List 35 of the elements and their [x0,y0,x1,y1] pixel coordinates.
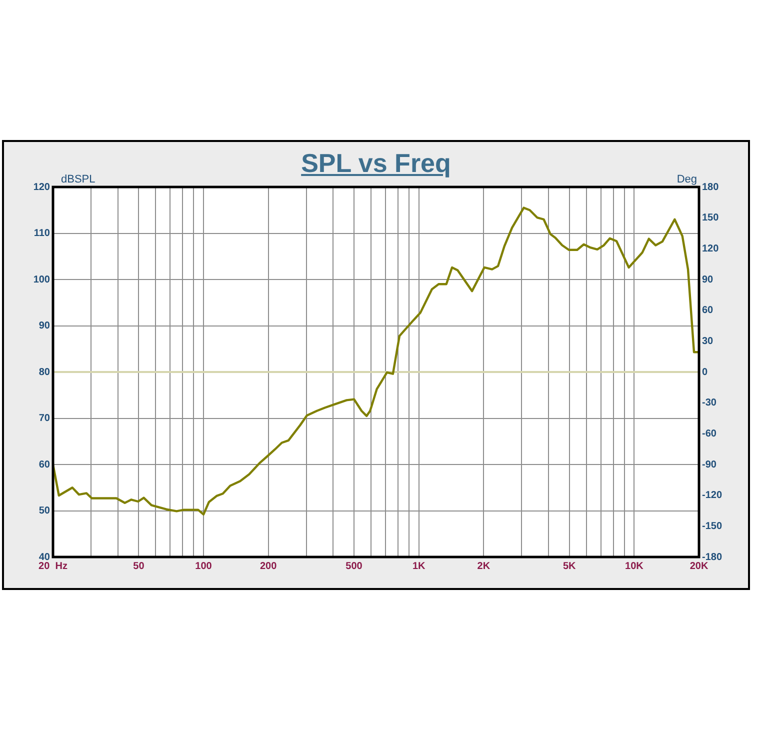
x-tick-label: 200 [260,560,278,572]
y2-tick-label: -150 [702,520,722,532]
y2-tick-label: -60 [702,428,717,440]
y2-tick-label: 150 [702,212,720,224]
y2-tick-label: -120 [702,490,722,502]
x-tick-label: 20K [690,560,709,572]
y2-tick-label: 180 [702,182,720,193]
chart-title: SPL vs Freq [301,148,451,178]
y2-tick-label: -180 [702,552,722,563]
x-tick-label: 2K [477,560,491,572]
y-tick-label: 80 [38,366,50,378]
y2-tick-label: 60 [702,305,714,316]
y2-tick-label: 90 [702,274,714,286]
y-tick-label: 110 [34,228,50,239]
y-axis-title: dBSPL [61,174,96,186]
y-tick-label: 50 [38,506,50,516]
x-tick-label: 10K [625,560,644,572]
y2-axis-title: Deg [676,174,697,186]
x-tick-label: 5K [562,560,577,572]
y-tick-label: 70 [38,413,50,424]
x-tick-label: 100 [195,560,212,572]
x-tick-label: 1K [412,560,426,572]
y2-tick-label: 120 [702,243,720,254]
x-tick-label: 20 Hz [38,560,68,572]
y-tick-label: 60 [38,459,50,470]
y-tick-label: 120 [33,182,50,193]
y-tick-label: 90 [38,320,50,332]
y2-tick-label: -30 [702,398,717,409]
x-tick-label: 500 [346,560,363,572]
y2-tick-label: 30 [702,336,714,347]
x-tick-label: 50 [133,560,145,572]
y2-tick-label: -90 [702,459,717,470]
y-tick-label: 100 [33,274,50,286]
y-tick-label: 40 [38,552,50,563]
y2-tick-label: 0 [702,366,708,378]
